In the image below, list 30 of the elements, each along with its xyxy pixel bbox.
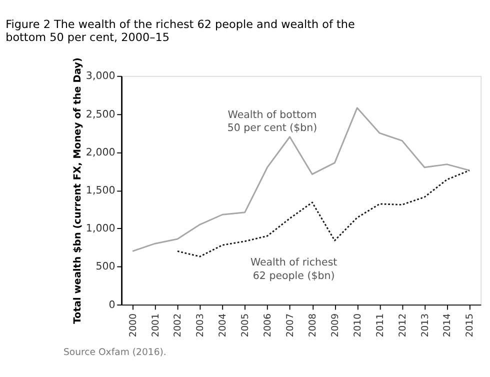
- x-tick-label: 2001: [150, 313, 162, 338]
- y-axis-title: Total wealth $bn (current FX, Money of the Day): [72, 57, 84, 324]
- x-tick-label: 2002: [172, 313, 184, 338]
- x-tick-label: 2005: [240, 313, 252, 338]
- line-series: [176, 170, 470, 258]
- x-tick-label: 2004: [218, 313, 229, 338]
- y-tick-label: 3,000: [86, 70, 116, 82]
- x-tick-label: 2012: [397, 313, 408, 338]
- y-tick-label: 2,000: [86, 146, 116, 158]
- series-label: Wealth of richest 62 people ($bn): [250, 256, 338, 282]
- x-tick-label: 2007: [285, 313, 296, 338]
- x-tick-label: 2015: [464, 313, 476, 338]
- x-tick-label: 2013: [420, 313, 431, 338]
- line-series: [132, 107, 470, 252]
- y-tick-label: 500: [96, 260, 116, 273]
- x-tick-label: 2009: [330, 313, 341, 338]
- y-tick-label: 1,500: [86, 184, 116, 196]
- y-tick-label: 0: [108, 298, 116, 311]
- x-tick-label: 2006: [262, 313, 274, 338]
- x-tick-label: 2010: [352, 313, 364, 338]
- x-tick-label: 2014: [442, 313, 454, 338]
- x-tick-label: 2008: [307, 313, 318, 338]
- y-tick-label: 2,500: [86, 108, 116, 120]
- source-note: Source Oxfam (2016).: [63, 346, 166, 358]
- x-tick-label: 2000: [128, 313, 139, 338]
- x-tick-label: 2003: [195, 313, 206, 338]
- chart-title: Figure 2 The wealth of the richest 62 people and wealth of the bottom 50 per cent, 2000–15: [6, 18, 355, 44]
- text: Wealth of bottom 50 per cent ($bn): [227, 108, 318, 134]
- x-tick-label: 2011: [374, 313, 386, 338]
- y-tick-label: 1,000: [86, 222, 116, 235]
